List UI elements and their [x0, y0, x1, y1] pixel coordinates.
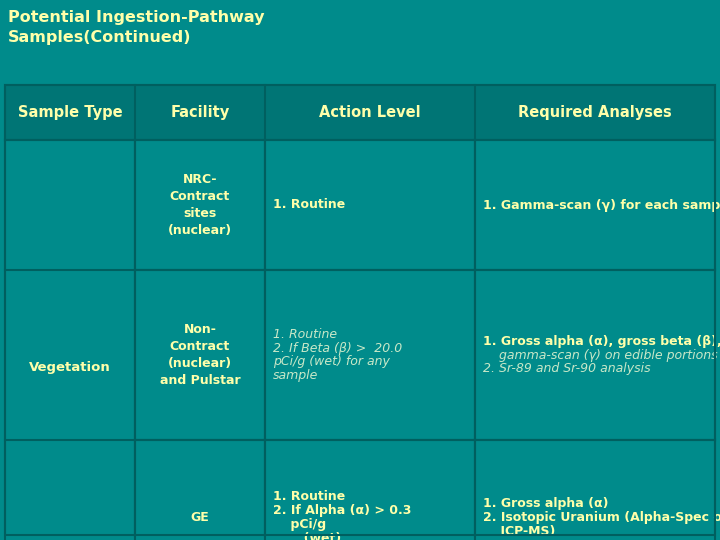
- Bar: [475, 270, 715, 440]
- Bar: [5, 85, 715, 140]
- Text: 2. If Beta (β) >  20.0: 2. If Beta (β) > 20.0: [273, 341, 402, 355]
- Bar: [475, 440, 715, 540]
- Bar: [265, 440, 475, 540]
- Text: gamma-scan (γ) on edible portions: gamma-scan (γ) on edible portions: [483, 348, 718, 361]
- Bar: [135, 270, 265, 440]
- Text: 1. Routine: 1. Routine: [273, 490, 346, 503]
- Bar: [5, 140, 135, 540]
- Text: 1. Routine: 1. Routine: [273, 199, 346, 212]
- Bar: [265, 270, 475, 440]
- Text: pCi/g (wet) for any: pCi/g (wet) for any: [273, 355, 390, 368]
- Text: Vegetation: Vegetation: [29, 361, 111, 374]
- Bar: [135, 140, 265, 270]
- Text: (wet): (wet): [273, 532, 341, 540]
- Text: 2. Isotopic Uranium (Alpha-Spec or: 2. Isotopic Uranium (Alpha-Spec or: [483, 511, 720, 524]
- Text: 1. Routine: 1. Routine: [273, 328, 337, 341]
- Text: 1. Gross alpha (α), gross beta (β), and: 1. Gross alpha (α), gross beta (β), and: [483, 335, 720, 348]
- Text: Sample Type: Sample Type: [18, 105, 122, 120]
- Text: Action Level: Action Level: [319, 105, 420, 120]
- Bar: [265, 140, 475, 270]
- Text: pCi/g: pCi/g: [273, 518, 326, 531]
- Text: NRC-
Contract
sites
(nuclear): NRC- Contract sites (nuclear): [168, 173, 232, 237]
- Text: 1. Gamma-scan (γ) for each sample: 1. Gamma-scan (γ) for each sample: [483, 199, 720, 212]
- Text: Potential Ingestion-Pathway: Potential Ingestion-Pathway: [8, 10, 264, 25]
- Text: Facility: Facility: [171, 105, 230, 120]
- Text: 2. If Alpha (α) > 0.3: 2. If Alpha (α) > 0.3: [273, 504, 411, 517]
- Text: Non-
Contract
(nuclear)
and Pulstar: Non- Contract (nuclear) and Pulstar: [160, 323, 240, 387]
- Bar: [475, 140, 715, 270]
- Text: ICP-MS): ICP-MS): [483, 525, 555, 538]
- Text: sample: sample: [273, 369, 318, 382]
- Bar: [5, 85, 715, 535]
- Text: 2. Sr-89 and Sr-90 analysis: 2. Sr-89 and Sr-90 analysis: [483, 362, 651, 375]
- Text: Samples(Continued): Samples(Continued): [8, 30, 192, 45]
- Text: GE: GE: [191, 511, 210, 524]
- Bar: [135, 440, 265, 540]
- Text: Required Analyses: Required Analyses: [518, 105, 672, 120]
- Text: 1. Gross alpha (α): 1. Gross alpha (α): [483, 497, 608, 510]
